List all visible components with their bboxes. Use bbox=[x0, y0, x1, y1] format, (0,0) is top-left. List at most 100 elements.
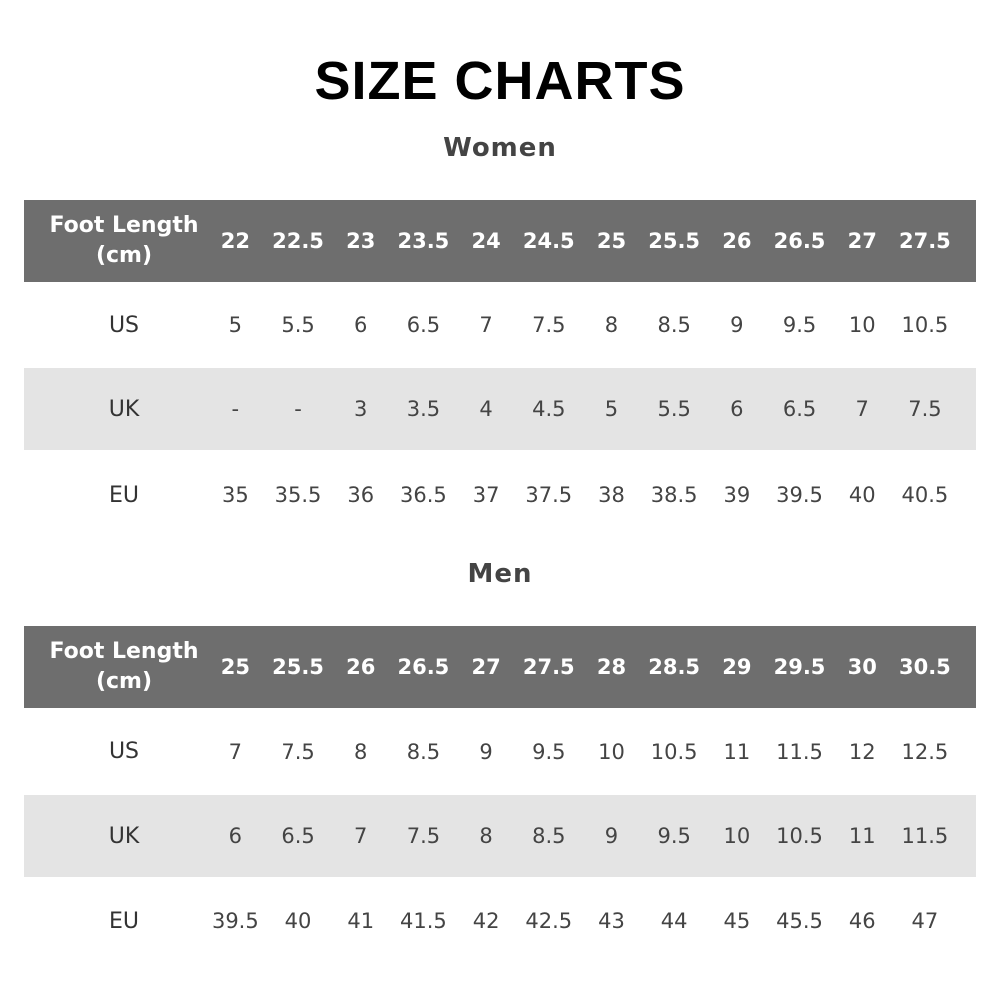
foot-length-cell: 24 bbox=[471, 229, 501, 253]
foot-length-cell: 24.5 bbox=[522, 229, 575, 253]
foot-length-cell: 29 bbox=[722, 655, 752, 679]
row-label: UK bbox=[108, 396, 140, 422]
size-cell: 10 bbox=[723, 824, 751, 848]
size-cell: 41.5 bbox=[400, 909, 447, 933]
page-title: SIZE CHARTS bbox=[314, 51, 686, 111]
size-cell: 40 bbox=[284, 909, 312, 933]
foot-length-cell: 25 bbox=[220, 655, 250, 679]
size-cell: 37 bbox=[472, 483, 500, 507]
size-cell: 9.5 bbox=[782, 313, 817, 337]
foot-length-label: Foot Length (cm) bbox=[49, 639, 199, 694]
size-cell: 5.5 bbox=[281, 313, 315, 337]
foot-length-cell: 26.5 bbox=[773, 229, 826, 253]
size-cell: 39 bbox=[723, 483, 751, 507]
size-cell: 7.5 bbox=[908, 397, 942, 421]
foot-length-cell: 23 bbox=[346, 229, 376, 253]
foot-length-cell: 26 bbox=[722, 229, 752, 253]
row-label: EU bbox=[108, 482, 139, 508]
size-cell: 8 bbox=[479, 824, 493, 848]
row-label: UK bbox=[108, 823, 140, 849]
size-cell: 11 bbox=[723, 739, 751, 764]
size-cell: 11 bbox=[848, 824, 876, 848]
size-cell: 43 bbox=[598, 909, 625, 933]
table-row-uk: UK - - 3 3.5 4 4.5 5 5.5 6 6.5 7 7.5 bbox=[24, 368, 976, 450]
foot-length-cell: 29.5 bbox=[773, 655, 826, 679]
size-cell: 45.5 bbox=[776, 909, 823, 933]
table-row-us: US 5 5.5 6 6.5 7 7.5 8 8.5 9 9.5 10 10.5 bbox=[24, 282, 976, 368]
size-cell: 8.5 bbox=[657, 313, 691, 337]
size-cell: 6 bbox=[730, 397, 744, 421]
size-cell: 6.5 bbox=[406, 313, 441, 337]
size-cell: 3.5 bbox=[406, 397, 441, 421]
size-cell: 5 bbox=[604, 397, 619, 421]
size-cell: 47 bbox=[911, 909, 939, 933]
foot-length-cell: 27 bbox=[847, 229, 877, 253]
foot-length-cell: 27.5 bbox=[898, 229, 951, 253]
size-cell: - bbox=[231, 397, 240, 421]
size-cell: 7 bbox=[228, 739, 243, 764]
size-cell: 7.5 bbox=[406, 824, 441, 848]
foot-length-cell: 25.5 bbox=[272, 655, 324, 679]
size-cell: 11.5 bbox=[776, 739, 823, 764]
foot-length-cell: 27 bbox=[471, 655, 501, 679]
size-cell: 41 bbox=[347, 909, 375, 933]
size-cell: 9.5 bbox=[532, 739, 566, 764]
foot-length-cell: 30.5 bbox=[898, 655, 951, 679]
size-cell: 4 bbox=[479, 397, 493, 421]
size-cell: 9 bbox=[479, 739, 493, 764]
size-cell: 42.5 bbox=[525, 909, 573, 933]
size-cell: 39.5 bbox=[211, 909, 259, 933]
foot-length-cell: 26 bbox=[346, 655, 376, 679]
size-cell: 7.5 bbox=[281, 739, 315, 764]
size-cell: 46 bbox=[848, 909, 876, 933]
size-cell: 10.5 bbox=[776, 824, 823, 848]
size-cell: 10 bbox=[848, 313, 876, 337]
women-heading: Women bbox=[443, 133, 557, 163]
row-label: US bbox=[108, 312, 140, 338]
row-label: US bbox=[108, 739, 140, 764]
size-cell: 7 bbox=[479, 313, 493, 337]
size-cell: 39.5 bbox=[776, 483, 823, 507]
header-row: Foot Length (cm) 22 22.5 23 23.5 24 24.5 25 25.5… bbox=[24, 200, 976, 282]
size-cell: 8 bbox=[604, 313, 619, 337]
size-cell: 9.5 bbox=[657, 824, 691, 848]
table-row-uk: UK 6 6.5 7 7.5 8 8.5 9 9.5 10 10.5 11 11.5 bbox=[24, 795, 976, 877]
row-label: EU bbox=[108, 908, 139, 934]
size-cell: 38.5 bbox=[650, 483, 698, 507]
foot-length-cell: 30 bbox=[847, 655, 877, 679]
table-row-us: US 7 7.5 8 8.5 9 9.5 10 10.5 11 11.5 12 12.5 bbox=[24, 708, 976, 795]
size-cell: 8.5 bbox=[406, 739, 441, 764]
size-cell: 6.5 bbox=[281, 824, 315, 848]
men-size-table: Foot Length (cm) 25 25.5 26 26.5 27 27.5 28 28.5… bbox=[24, 626, 976, 965]
size-cell: - bbox=[294, 397, 302, 421]
foot-length-cell: 22.5 bbox=[272, 229, 324, 253]
table-row-eu: EU 35 35.5 36 36.5 37 37.5 38 38.5 39 39.5 40 40.5 bbox=[24, 450, 976, 540]
size-cell: 36 bbox=[347, 483, 375, 507]
size-cell: 12.5 bbox=[901, 739, 949, 764]
women-size-table: Foot Length (cm) 22 22.5 23 23.5 24 24.5 25 25.5… bbox=[24, 200, 976, 540]
size-cell: 6.5 bbox=[782, 397, 817, 421]
size-cell: 10.5 bbox=[901, 313, 949, 337]
size-cell: 37.5 bbox=[525, 483, 573, 507]
size-cell: 42 bbox=[472, 909, 500, 933]
size-cell: 10 bbox=[598, 739, 625, 764]
men-heading: Men bbox=[467, 559, 533, 589]
foot-length-label: Foot Length (cm) bbox=[49, 213, 199, 268]
foot-length-cell: 23.5 bbox=[397, 229, 450, 253]
size-cell: 35.5 bbox=[274, 483, 322, 507]
size-cell: 12 bbox=[848, 739, 876, 764]
size-cell: 5.5 bbox=[657, 397, 691, 421]
foot-length-cell: 28 bbox=[596, 655, 627, 679]
size-cell: 35 bbox=[221, 483, 249, 507]
size-cell: 40.5 bbox=[901, 483, 949, 507]
size-cell: 6 bbox=[354, 313, 368, 337]
size-cell: 40 bbox=[848, 483, 876, 507]
size-cell: 3 bbox=[354, 397, 368, 421]
foot-length-cell: 27.5 bbox=[522, 655, 575, 679]
size-cell: 7 bbox=[855, 397, 869, 421]
size-cell: 8 bbox=[354, 739, 368, 764]
foot-length-cell: 25 bbox=[596, 229, 627, 253]
size-cell: 9 bbox=[730, 313, 744, 337]
size-cell: 44 bbox=[660, 909, 688, 933]
size-cell: 45 bbox=[723, 909, 751, 933]
